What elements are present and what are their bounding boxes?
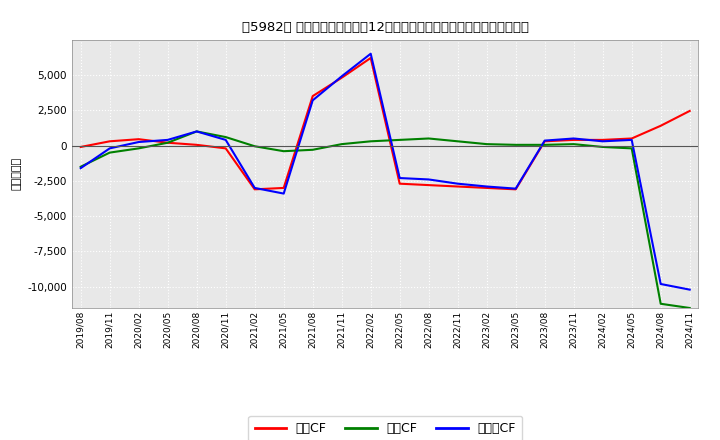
投資CF (338, 142, 346, 147)
営業CF (511, 187, 520, 192)
投資CF (308, 147, 317, 152)
営業CF (657, 123, 665, 128)
フリーCF (163, 137, 172, 143)
フリーCF (598, 139, 607, 144)
Legend: 営業CF, 投資CF, フリーCF: 営業CF, 投資CF, フリーCF (248, 416, 522, 440)
営業CF (163, 140, 172, 145)
フリーCF (570, 136, 578, 141)
フリーCF (192, 129, 201, 134)
フリーCF (395, 176, 404, 181)
営業CF (76, 144, 85, 150)
営業CF (366, 55, 375, 61)
営業CF (279, 185, 288, 191)
Line: 投資CF: 投資CF (81, 132, 690, 308)
フリーCF (76, 165, 85, 171)
投資CF (685, 305, 694, 311)
投資CF (598, 144, 607, 150)
営業CF (598, 137, 607, 143)
投資CF (482, 142, 491, 147)
投資CF (366, 139, 375, 144)
投資CF (76, 164, 85, 169)
Line: 営業CF: 営業CF (81, 58, 690, 189)
フリーCF (251, 185, 259, 191)
投資CF (511, 142, 520, 147)
フリーCF (541, 138, 549, 143)
営業CF (627, 136, 636, 141)
フリーCF (338, 73, 346, 79)
投資CF (135, 146, 143, 151)
フリーCF (366, 51, 375, 56)
Y-axis label: （百万円）: （百万円） (12, 157, 22, 191)
投資CF (570, 142, 578, 147)
Line: フリーCF: フリーCF (81, 54, 690, 290)
投資CF (221, 135, 230, 140)
投資CF (454, 139, 462, 144)
フリーCF (657, 281, 665, 286)
営業CF (308, 93, 317, 99)
営業CF (482, 185, 491, 191)
フリーCF (424, 177, 433, 182)
投資CF (395, 137, 404, 143)
営業CF (570, 137, 578, 143)
営業CF (454, 184, 462, 189)
フリーCF (482, 184, 491, 189)
投資CF (192, 129, 201, 134)
フリーCF (135, 139, 143, 145)
投資CF (251, 143, 259, 149)
フリーCF (221, 137, 230, 143)
営業CF (395, 181, 404, 186)
フリーCF (279, 191, 288, 196)
営業CF (251, 187, 259, 192)
フリーCF (511, 186, 520, 191)
投資CF (279, 149, 288, 154)
フリーCF (308, 98, 317, 103)
営業CF (105, 139, 114, 144)
営業CF (424, 183, 433, 188)
投資CF (424, 136, 433, 141)
Title: ［5982］ キャッシュフローの12か月移動合計の対前年同期増減額の推移: ［5982］ キャッシュフローの12か月移動合計の対前年同期増減額の推移 (242, 21, 528, 34)
フリーCF (454, 181, 462, 186)
営業CF (221, 146, 230, 151)
フリーCF (685, 287, 694, 292)
営業CF (338, 75, 346, 81)
フリーCF (105, 146, 114, 151)
投資CF (627, 146, 636, 151)
営業CF (685, 108, 694, 114)
営業CF (192, 142, 201, 147)
投資CF (163, 140, 172, 145)
フリーCF (627, 137, 636, 143)
投資CF (657, 301, 665, 306)
投資CF (541, 142, 549, 147)
営業CF (541, 139, 549, 144)
投資CF (105, 150, 114, 155)
営業CF (135, 136, 143, 142)
